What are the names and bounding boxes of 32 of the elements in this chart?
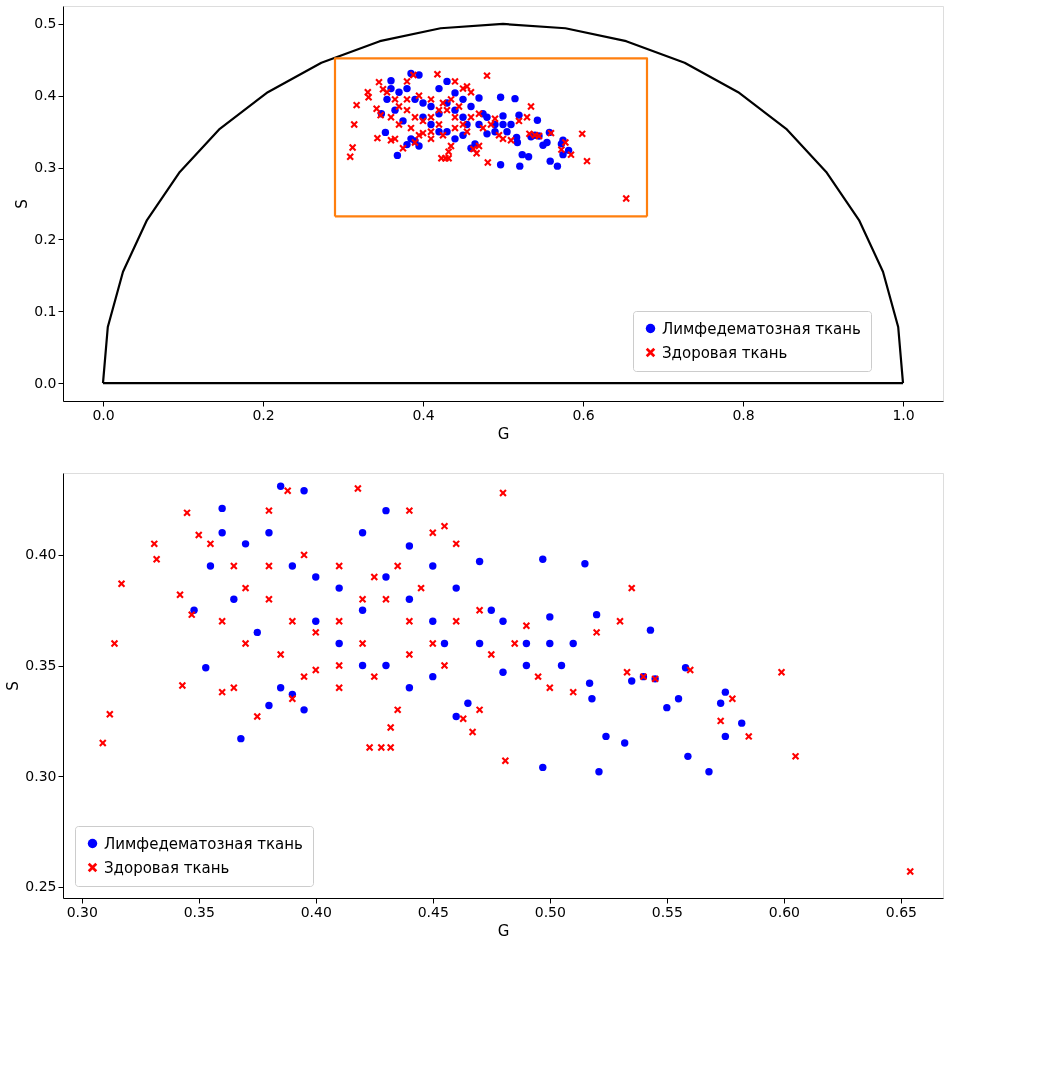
x-tick-label: 0.60 xyxy=(768,903,800,920)
x-axis-title: G xyxy=(497,424,510,443)
x-tick-label: 0.40 xyxy=(300,903,332,920)
x-tick-label: 0.0 xyxy=(92,406,115,423)
x-tick-label: 0.2 xyxy=(252,406,275,423)
x-tick-label: 0.65 xyxy=(885,903,917,920)
legend-label: Лимфедематозная ткань xyxy=(104,834,303,853)
y-axis-title: S xyxy=(13,199,32,209)
legend-label: Здоровая ткань xyxy=(662,343,788,362)
y-tick-label: 0.30 xyxy=(25,767,57,784)
y-tick-label: 0.40 xyxy=(25,546,57,563)
y-tick-label: 0.2 xyxy=(34,230,57,247)
y-tick-label: 0.35 xyxy=(25,657,57,674)
y-tick-label: 0.0 xyxy=(34,374,57,391)
y-tick-label: 0.5 xyxy=(34,15,57,32)
x-tick-label: 0.30 xyxy=(66,903,98,920)
legend-label: Лимфедематозная ткань xyxy=(662,319,861,338)
x-tick-label: 0.8 xyxy=(732,406,755,423)
x-tick-label: 0.55 xyxy=(651,903,683,920)
x-tick-label: 0.50 xyxy=(534,903,566,920)
y-tick-label: 0.4 xyxy=(34,87,57,104)
y-tick-label: 0.1 xyxy=(34,302,57,319)
y-tick-label: 0.3 xyxy=(34,159,57,176)
y-tick-label: 0.25 xyxy=(25,878,57,895)
x-tick-label: 0.4 xyxy=(412,406,435,423)
y-axis-title: S xyxy=(4,681,23,691)
x-tick-label: 0.35 xyxy=(183,903,215,920)
x-axis-title: G xyxy=(497,921,510,940)
legend-label: Здоровая ткань xyxy=(104,858,230,877)
x-tick-label: 1.0 xyxy=(892,406,915,423)
x-tick-label: 0.45 xyxy=(417,903,449,920)
x-tick-label: 0.6 xyxy=(572,406,595,423)
